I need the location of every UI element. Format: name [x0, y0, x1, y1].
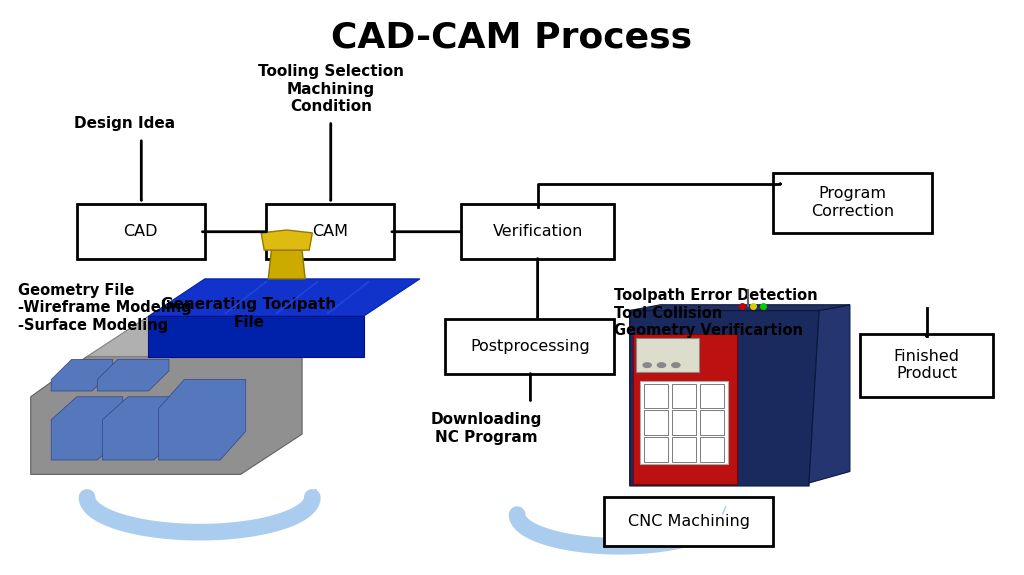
Circle shape [672, 363, 680, 367]
FancyBboxPatch shape [672, 384, 696, 408]
FancyBboxPatch shape [461, 204, 614, 259]
FancyBboxPatch shape [700, 437, 724, 462]
FancyBboxPatch shape [640, 381, 728, 464]
Text: Finished
Product: Finished Product [894, 349, 959, 381]
FancyBboxPatch shape [644, 437, 668, 462]
Polygon shape [87, 316, 364, 356]
FancyBboxPatch shape [700, 384, 724, 408]
FancyBboxPatch shape [266, 204, 394, 259]
FancyBboxPatch shape [644, 411, 668, 435]
Text: CAD: CAD [124, 224, 158, 239]
FancyBboxPatch shape [604, 497, 773, 546]
Polygon shape [51, 359, 113, 391]
FancyBboxPatch shape [773, 172, 932, 233]
Polygon shape [97, 359, 169, 391]
FancyBboxPatch shape [77, 204, 205, 259]
Polygon shape [159, 380, 246, 460]
FancyBboxPatch shape [445, 319, 614, 374]
Text: Toolpath Error Detection
Tool Collision
Geometry Verificartion: Toolpath Error Detection Tool Collision … [614, 289, 818, 338]
Text: Design Idea: Design Idea [74, 116, 175, 131]
Polygon shape [51, 397, 123, 460]
Polygon shape [261, 230, 312, 250]
Text: Generating Toolpath
File: Generating Toolpath File [161, 297, 337, 329]
FancyBboxPatch shape [672, 411, 696, 435]
FancyBboxPatch shape [672, 437, 696, 462]
Polygon shape [633, 334, 737, 484]
Text: Postprocessing: Postprocessing [470, 339, 590, 354]
Polygon shape [102, 397, 179, 460]
Text: Verification: Verification [493, 224, 583, 239]
Text: Geometry File
-Wireframe Modeling
-Surface Modeling: Geometry File -Wireframe Modeling -Surfa… [18, 283, 193, 332]
Polygon shape [268, 250, 305, 279]
Text: CAM: CAM [312, 224, 348, 239]
Text: CAD-CAM Process: CAD-CAM Process [332, 20, 692, 55]
FancyBboxPatch shape [636, 338, 699, 372]
Polygon shape [630, 305, 850, 310]
FancyBboxPatch shape [644, 384, 668, 408]
Text: CNC Machining: CNC Machining [628, 514, 750, 530]
Circle shape [657, 363, 666, 367]
Circle shape [643, 363, 651, 367]
Polygon shape [148, 316, 364, 356]
Polygon shape [809, 305, 850, 483]
FancyBboxPatch shape [700, 411, 724, 435]
Polygon shape [31, 356, 302, 474]
Text: Downloading
NC Program: Downloading NC Program [431, 412, 542, 444]
Text: Tooling Selection
Machining
Condition: Tooling Selection Machining Condition [258, 64, 403, 114]
FancyBboxPatch shape [860, 334, 993, 397]
Polygon shape [630, 310, 819, 486]
Polygon shape [148, 279, 420, 316]
Text: Program
Correction: Program Correction [811, 186, 894, 219]
